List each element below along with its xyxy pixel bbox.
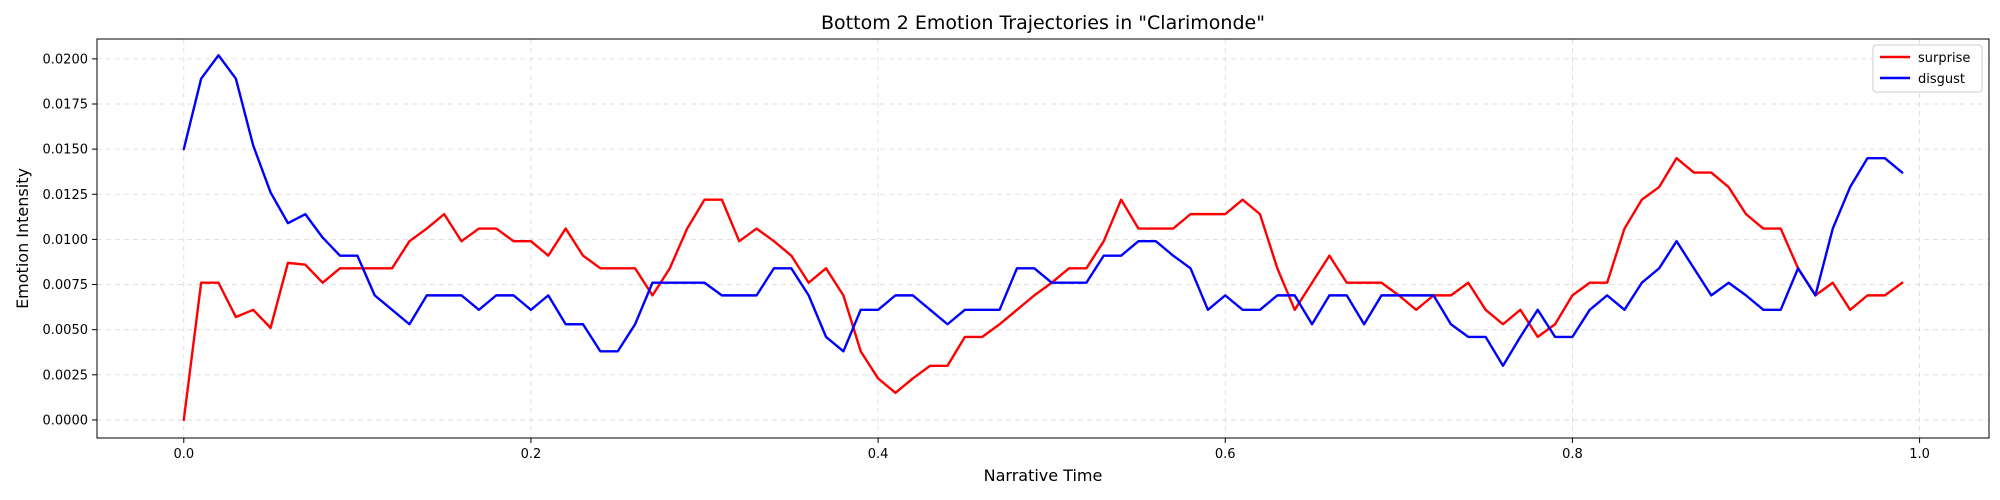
- y-tick-label: 0.0050: [43, 323, 89, 338]
- x-tick-label: 0.2: [521, 447, 542, 462]
- series-line-surprise: [182, 156, 1904, 422]
- y-tick-label: 0.0025: [43, 368, 89, 383]
- x-tick-label: 0.4: [868, 447, 889, 462]
- x-axis-label: Narrative Time: [984, 466, 1103, 485]
- y-tick-label: 0.0075: [43, 278, 89, 293]
- y-tick-label: 0.0000: [43, 413, 89, 428]
- y-tick-label: 0.0175: [43, 97, 89, 112]
- x-axis-ticks: 0.0 0.2 0.4 0.6 0.8 1.0: [173, 438, 1930, 462]
- y-tick-label: 0.0100: [43, 233, 89, 248]
- y-axis-label: Emotion Intensity: [13, 168, 32, 309]
- series-layer: [182, 54, 1904, 422]
- x-tick-label: 0.0: [173, 447, 194, 462]
- y-axis-ticks: 0.0000 0.0025 0.0050 0.0075 0.0100 0.0125 0.01…: [43, 52, 97, 428]
- legend-label-disgust: disgust: [1918, 72, 1965, 87]
- y-tick-label: 0.0125: [43, 188, 89, 203]
- y-tick-label: 0.0200: [43, 52, 89, 67]
- y-tick-label: 0.0150: [43, 143, 89, 158]
- series-line-disgust: [182, 54, 1904, 367]
- plot-frame: [96, 38, 1990, 439]
- x-tick-label: 0.6: [1215, 447, 1236, 462]
- grid-layer: [97, 39, 1989, 438]
- legend-label-surprise: surprise: [1918, 51, 1970, 66]
- x-tick-label: 1.0: [1909, 447, 1930, 462]
- x-tick-label: 0.8: [1562, 447, 1583, 462]
- chart-title: Bottom 2 Emotion Trajectories in "Clarim…: [821, 12, 1265, 34]
- legend: surprise disgust: [1872, 44, 1983, 93]
